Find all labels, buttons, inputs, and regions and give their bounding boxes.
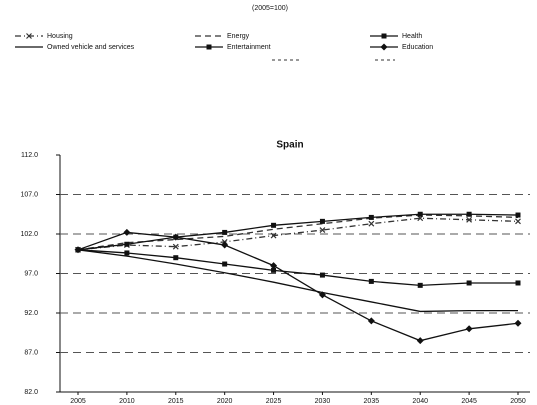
series-marker (417, 211, 423, 217)
legend-marker (380, 43, 388, 51)
series-marker (74, 246, 82, 254)
series-line (77, 249, 518, 287)
y-tick-label: 82.0 (24, 389, 38, 396)
series-marker (515, 218, 521, 225)
legend-label: Entertainment (227, 44, 271, 51)
legend-label: Owned vehicle and services (47, 44, 135, 51)
x-tick-label: 2010 (119, 398, 135, 405)
legend-marker (381, 33, 387, 39)
series-marker (173, 255, 179, 261)
y-tick-label: 107.0 (20, 191, 38, 198)
x-tick-label: 2045 (461, 398, 477, 405)
series-marker (466, 280, 472, 286)
series-marker (368, 220, 375, 227)
legend-label: Energy (227, 33, 250, 40)
x-tick-label: 2040 (412, 398, 428, 405)
series-marker (417, 282, 423, 288)
series-line (77, 217, 519, 251)
series-marker (514, 319, 522, 327)
series-marker (271, 267, 277, 273)
series-marker (318, 291, 326, 299)
legend-label: Education (402, 44, 433, 51)
series-marker (124, 250, 130, 256)
series-marker (368, 278, 374, 284)
y-tick-label: 92.0 (24, 310, 38, 317)
x-tick-label: 2025 (266, 398, 282, 405)
series-marker (416, 337, 424, 345)
x-tick-label: 2035 (364, 398, 380, 405)
series-marker (270, 232, 277, 239)
series-marker (123, 228, 131, 236)
legend-label: Health (402, 33, 422, 40)
series-marker (466, 211, 472, 217)
series-marker (222, 229, 228, 235)
y-tick-label: 87.0 (24, 349, 38, 356)
legend-marker (26, 33, 32, 39)
x-tick-label: 2015 (168, 398, 184, 405)
series-marker (319, 272, 325, 278)
series-marker (367, 317, 375, 325)
y-tick-label: 102.0 (20, 231, 38, 238)
series-marker (319, 218, 325, 224)
x-tick-label: 2050 (510, 398, 526, 405)
y-tick-label: 97.0 (24, 270, 38, 277)
series-marker (319, 227, 326, 233)
chart-subtitle: (2005=100) (252, 5, 288, 12)
series-marker (270, 262, 278, 270)
x-tick-label: 2005 (70, 398, 86, 405)
series-marker (515, 212, 521, 218)
chart-title: Spain (276, 140, 303, 151)
series-marker (172, 233, 180, 241)
series-line (77, 249, 518, 313)
series-marker (172, 243, 179, 250)
series-marker (465, 325, 473, 333)
legend-label: Housing (47, 33, 73, 40)
series-marker (271, 222, 277, 228)
series-marker (368, 214, 374, 220)
series-marker (124, 241, 130, 247)
series-marker (466, 216, 473, 223)
series-line (77, 213, 519, 251)
x-tick-label: 2030 (315, 398, 331, 405)
x-tick-label: 2020 (217, 398, 233, 405)
series-marker (222, 261, 228, 267)
y-tick-label: 112.0 (21, 152, 38, 159)
series-marker (221, 241, 229, 249)
series-marker (515, 280, 521, 286)
series-line (77, 231, 519, 342)
legend-marker (206, 44, 212, 50)
